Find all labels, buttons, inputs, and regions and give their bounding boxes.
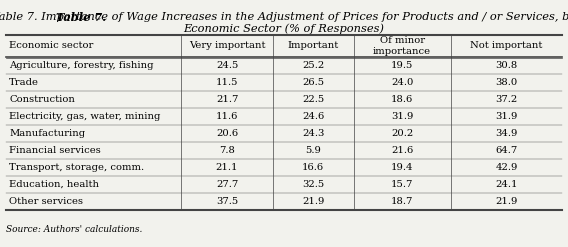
- Text: 5.9: 5.9: [305, 146, 321, 155]
- Text: Table 7. Importance of Wage Increases in the Adjustment of Prices for Products a: Table 7. Importance of Wage Increases in…: [0, 12, 568, 22]
- Text: Of minor
importance: Of minor importance: [373, 36, 431, 56]
- Text: 19.4: 19.4: [391, 163, 414, 172]
- Text: 21.9: 21.9: [302, 197, 324, 206]
- Text: Financial services: Financial services: [9, 146, 101, 155]
- Text: 21.1: 21.1: [216, 163, 238, 172]
- Text: 11.5: 11.5: [216, 78, 238, 87]
- Text: 7.8: 7.8: [219, 146, 235, 155]
- Text: Agriculture, forestry, fishing: Agriculture, forestry, fishing: [9, 61, 153, 70]
- Text: 26.5: 26.5: [302, 78, 324, 87]
- Text: 22.5: 22.5: [302, 95, 324, 104]
- Text: 20.6: 20.6: [216, 129, 238, 138]
- Text: 34.9: 34.9: [495, 129, 517, 138]
- Text: 20.2: 20.2: [391, 129, 414, 138]
- Text: 18.6: 18.6: [391, 95, 414, 104]
- Text: 24.1: 24.1: [495, 180, 517, 189]
- Text: 24.0: 24.0: [391, 78, 414, 87]
- Text: 32.5: 32.5: [302, 180, 324, 189]
- Text: Source: Authors' calculations.: Source: Authors' calculations.: [6, 225, 143, 234]
- Text: Important: Important: [287, 41, 339, 50]
- Text: 19.5: 19.5: [391, 61, 414, 70]
- Text: 64.7: 64.7: [495, 146, 517, 155]
- Text: Trade: Trade: [9, 78, 39, 87]
- Text: Economic sector: Economic sector: [9, 41, 93, 50]
- Text: 21.7: 21.7: [216, 95, 238, 104]
- Text: Manufacturing: Manufacturing: [9, 129, 85, 138]
- Text: Not important: Not important: [470, 41, 542, 50]
- Text: 21.6: 21.6: [391, 146, 414, 155]
- Text: Transport, storage, comm.: Transport, storage, comm.: [9, 163, 144, 172]
- Text: 24.3: 24.3: [302, 129, 324, 138]
- Text: 31.9: 31.9: [495, 112, 517, 121]
- Text: 16.6: 16.6: [302, 163, 324, 172]
- Text: 42.9: 42.9: [495, 163, 517, 172]
- Text: Table 7.: Table 7.: [56, 12, 106, 23]
- Text: 21.9: 21.9: [495, 197, 517, 206]
- Text: Electricity, gas, water, mining: Electricity, gas, water, mining: [9, 112, 160, 121]
- Text: Education, health: Education, health: [9, 180, 99, 189]
- Text: 31.9: 31.9: [391, 112, 414, 121]
- Text: Construction: Construction: [9, 95, 75, 104]
- Text: Economic Sector (% of Responses): Economic Sector (% of Responses): [183, 23, 385, 34]
- Text: Very important: Very important: [189, 41, 265, 50]
- Text: 37.2: 37.2: [495, 95, 517, 104]
- Text: 24.5: 24.5: [216, 61, 238, 70]
- Text: 18.7: 18.7: [391, 197, 414, 206]
- Text: 25.2: 25.2: [302, 61, 324, 70]
- Text: 38.0: 38.0: [495, 78, 517, 87]
- Text: 11.6: 11.6: [216, 112, 238, 121]
- Text: Other services: Other services: [9, 197, 83, 206]
- Text: 37.5: 37.5: [216, 197, 238, 206]
- Text: 27.7: 27.7: [216, 180, 238, 189]
- Text: 24.6: 24.6: [302, 112, 324, 121]
- Text: 30.8: 30.8: [495, 61, 517, 70]
- Text: 15.7: 15.7: [391, 180, 414, 189]
